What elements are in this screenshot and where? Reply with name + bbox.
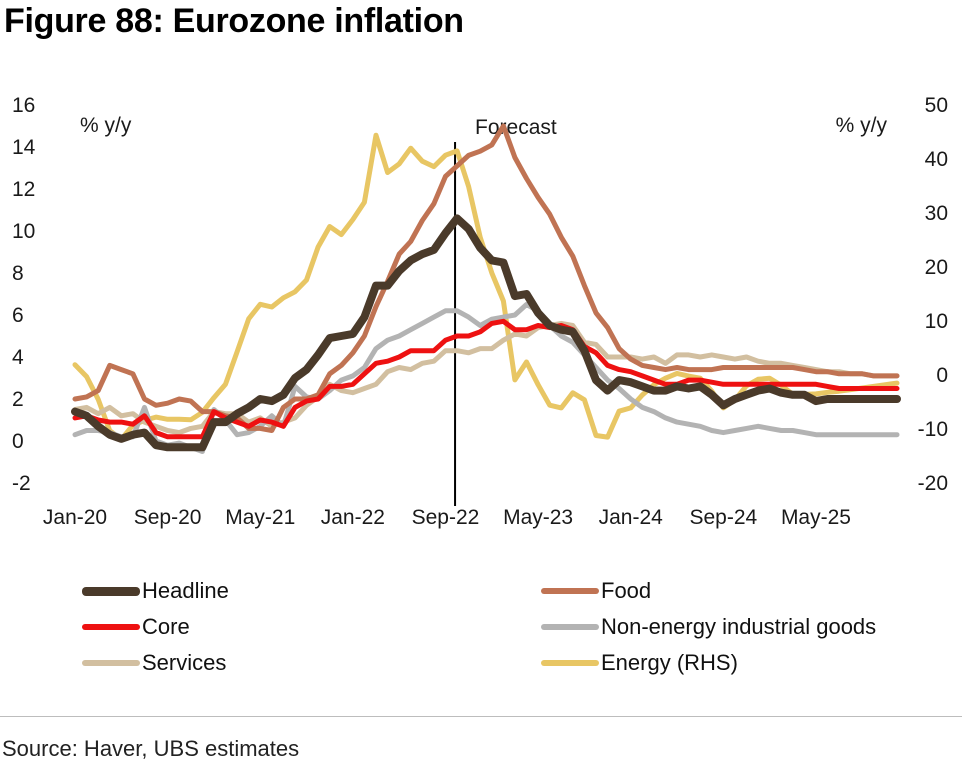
y-right-tick-label: 30 [925,202,948,225]
y-right-tick-label: 0 [936,364,948,387]
y-left-tick-label: 0 [12,430,24,453]
y-left-tick-label: 4 [12,346,24,369]
legend-item: Energy (RHS) [541,648,738,678]
x-tick-label: Jan-20 [43,506,107,529]
series-line-core [72,318,900,440]
y-left-tick-label: 16 [12,94,35,117]
legend-label: Energy (RHS) [601,650,738,675]
x-tick-label: May-25 [781,506,851,529]
x-tick-label: Jan-24 [599,506,664,529]
legend-swatch [541,624,599,630]
y-left-tick-label: 2 [12,388,24,411]
y-right-tick-label: 20 [925,256,948,279]
y-axis-right-unit: % y/y [836,114,888,137]
y-axis-left-unit: % y/y [80,114,132,137]
x-tick-label: Sep-20 [134,506,202,529]
legend-label: Non-energy industrial goods [601,614,877,639]
y-axis-right: -20 -10 0 10 20 30 40 50 [918,94,948,495]
y-left-tick-label: -2 [12,472,31,495]
legend-item: Food [541,576,651,606]
y-left-tick-label: 8 [12,262,24,285]
y-right-tick-label: 10 [925,310,948,333]
legend-swatch [82,586,140,596]
x-tick-label: May-23 [503,506,573,529]
y-left-tick-label: 6 [12,304,24,327]
legend-swatch [82,660,140,666]
x-tick-label: Jan-22 [321,506,385,529]
legend-label: Food [601,578,652,603]
legend-item: Non-energy industrial goods [541,612,876,642]
y-left-tick-label: 14 [12,136,36,159]
x-axis: Jan-20 Sep-20 May-21 Jan-22 Sep-22 May-23 Jan-… [43,506,851,529]
x-tick-label: Sep-22 [412,506,480,529]
source-note: Source: Haver, UBS estimates [2,736,300,761]
y-right-tick-label: 50 [925,94,948,117]
y-right-tick-label: -20 [918,472,948,495]
legend-swatch [82,624,140,630]
legend-swatch [541,588,599,594]
forecast-label: Forecast [475,116,557,139]
x-tick-label: Sep-24 [689,506,757,529]
legend-label: Services [142,650,227,675]
source-divider [0,716,962,717]
figure-title: Figure 88: Eurozone inflation [4,2,464,40]
series-line-headline [71,214,901,452]
legend-item: Core [82,612,190,642]
y-left-tick-label: 10 [12,220,35,243]
y-left-tick-label: 12 [12,178,35,201]
y-right-tick-label: -10 [918,418,948,441]
y-axis-left: -2 0 2 4 6 8 10 12 14 16 [12,94,36,495]
legend-item: Services [82,648,226,678]
series-layer [71,123,901,454]
x-tick-label: May-21 [225,506,295,529]
legend-label: Core [142,614,190,639]
y-right-tick-label: 40 [925,148,948,171]
legend-label: Headline [142,578,229,603]
legend-swatch [541,660,599,666]
legend-item: Headline [82,576,229,606]
